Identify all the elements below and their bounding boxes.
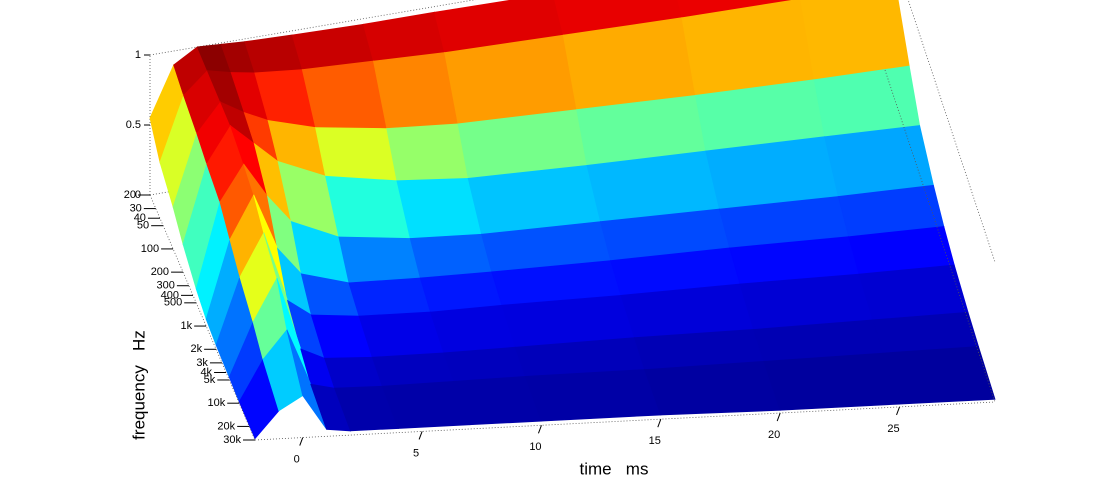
- z-tick-label: 1: [135, 49, 141, 61]
- y-tick-label: 20k: [217, 420, 235, 432]
- x-tick-label: 25: [887, 423, 899, 435]
- surface-patch: [882, 346, 996, 405]
- x-tick: [776, 412, 781, 422]
- x-tick: [418, 431, 423, 440]
- y-tick-label: 5k: [204, 374, 216, 386]
- x-tick: [299, 437, 304, 446]
- surface-patch: [315, 127, 398, 182]
- surface-patch: [371, 352, 455, 387]
- surface-patch: [338, 236, 421, 284]
- surface-patch: [443, 346, 526, 382]
- x-tick: [537, 425, 542, 434]
- y-tick-label: 20: [124, 189, 136, 201]
- y-tick-label: 200: [151, 266, 169, 278]
- z-tick-label: 0.5: [126, 119, 141, 131]
- x-tick: [657, 418, 662, 428]
- x-tick-label: 0: [294, 453, 300, 465]
- x-tick: [896, 406, 900, 416]
- y-tick-label: 3k: [196, 357, 208, 369]
- y-tick-label: 1k: [181, 320, 193, 332]
- surface-patch: [358, 311, 445, 358]
- surface-patch: [396, 177, 483, 239]
- surface-patch: [763, 352, 901, 411]
- y-tick-label: 30: [130, 202, 142, 214]
- y-axis-label: frequency Hz: [129, 330, 148, 440]
- surface-patch: [681, 0, 815, 96]
- y-tick-label: 500: [164, 297, 182, 309]
- axis-box: [254, 401, 996, 441]
- y-tick-label: 10k: [207, 397, 225, 409]
- surface-patch: [824, 125, 934, 197]
- y-tick-label: 100: [141, 243, 159, 255]
- surface-patch: [800, 0, 910, 81]
- y-tick-label: 2k: [190, 343, 202, 355]
- axis-box: [907, 0, 996, 263]
- surface-patch: [348, 277, 431, 317]
- y-tick-label: 4k: [200, 366, 212, 378]
- surface-patch: [872, 311, 980, 354]
- surface-patch: [325, 175, 411, 239]
- y-tick-label: 300: [157, 280, 175, 292]
- x-tick-label: 5: [413, 447, 419, 459]
- x-tick-label: 20: [768, 429, 780, 441]
- surface-patch: [301, 60, 388, 129]
- axis-box: [884, 69, 996, 403]
- x-tick-label: 15: [649, 435, 661, 447]
- surface-patch: [644, 360, 781, 416]
- x-tick-label: 10: [529, 441, 541, 453]
- surface-patch: [373, 52, 459, 130]
- y-tick-label: 400: [161, 289, 179, 301]
- y-tick-label: 50: [137, 220, 149, 232]
- surface-patch: [858, 264, 969, 321]
- z-tick-label: 0: [135, 189, 141, 201]
- surface-patch: [429, 304, 516, 354]
- y-tick-label: 40: [134, 212, 146, 224]
- y-tick-label: 30k: [223, 434, 241, 446]
- surface-patch: [386, 123, 469, 182]
- x-axis-label: time ms: [580, 459, 649, 478]
- axis-box: [149, 194, 256, 441]
- surface-patch: [409, 233, 493, 279]
- surface-patch: [524, 369, 662, 422]
